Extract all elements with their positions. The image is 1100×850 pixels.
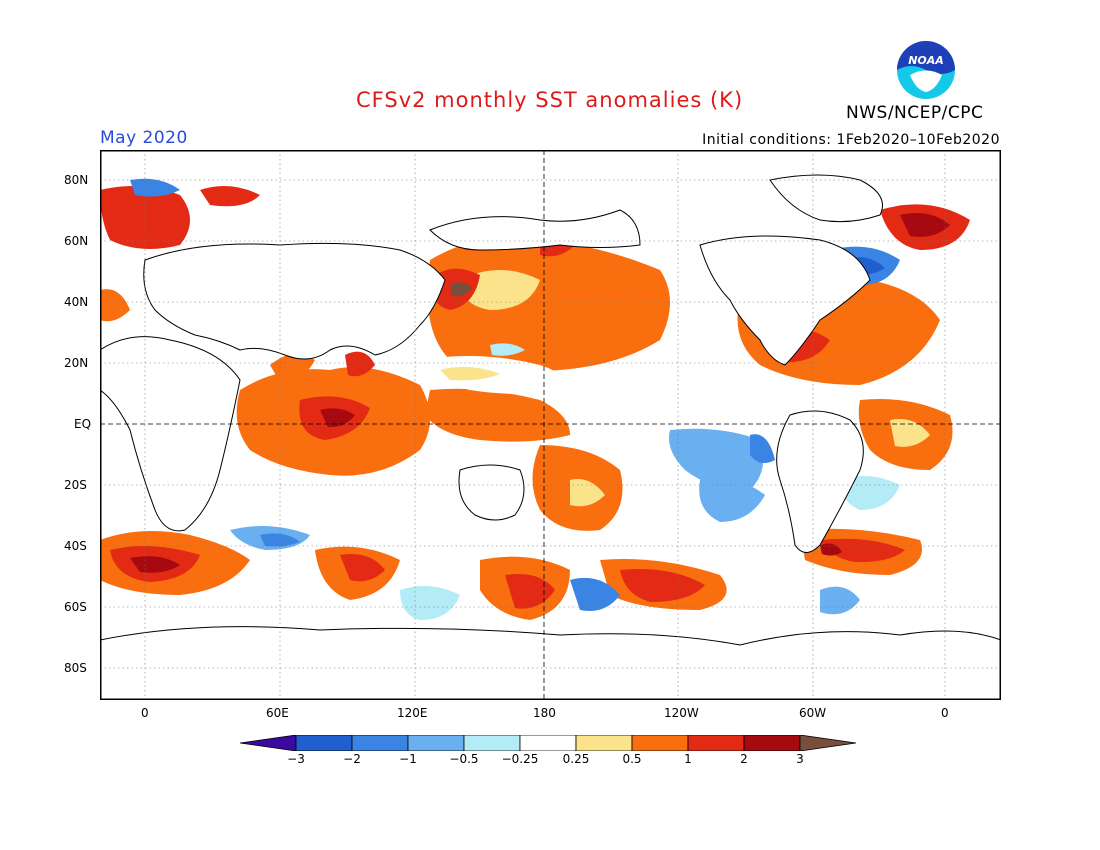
colorbar-tick-label: −3 — [287, 752, 305, 766]
lon-label: 60W — [799, 706, 827, 720]
colorbar-cell — [743, 735, 801, 751]
colorbar-arrow-high — [799, 735, 857, 751]
colorbar-cell — [407, 735, 465, 751]
colorbar-tick-label: 3 — [796, 752, 804, 766]
lat-label: 20S — [64, 478, 87, 492]
colorbar-cell — [463, 735, 521, 751]
lon-label: 180 — [533, 706, 556, 720]
lat-label: 20N — [64, 356, 89, 370]
sst-anomaly-map — [100, 150, 1001, 700]
colorbar-tick-label: 0.25 — [562, 752, 590, 766]
lat-label: 60S — [64, 600, 87, 614]
colorbar-cell — [519, 735, 577, 751]
lat-label: 40S — [64, 539, 87, 553]
lon-label: 60E — [266, 706, 289, 720]
valid-month: May 2020 — [100, 128, 188, 148]
lat-label: 80N — [64, 173, 89, 187]
map-title: CFSv2 monthly SST anomalies (K) — [356, 88, 744, 112]
colorbar-arrow-low — [240, 735, 297, 751]
lon-label: 120E — [397, 706, 428, 720]
colorbar-cell — [351, 735, 409, 751]
continents — [100, 174, 1001, 700]
colorbar-tick-label: 2 — [740, 752, 748, 766]
reference-lines — [100, 150, 1001, 700]
colorbar-cell — [687, 735, 745, 751]
lon-label: 120W — [664, 706, 699, 720]
lat-label: 80S — [64, 661, 87, 675]
colorbar-tick-label: −0.25 — [501, 752, 539, 766]
colorbar-tick-label: −2 — [343, 752, 361, 766]
colorbar-tick-label: 0.5 — [622, 752, 642, 766]
colorbar — [240, 735, 857, 751]
colorbar-cell — [295, 735, 353, 751]
agency-label: NWS/NCEP/CPC — [846, 103, 984, 123]
lat-label: EQ — [74, 417, 92, 431]
lon-label: 0 — [141, 706, 149, 720]
colorbar-tick-label: 1 — [684, 752, 692, 766]
colorbar-tick-label: −0.5 — [449, 752, 479, 766]
map-gridlines — [100, 150, 1001, 700]
colorbar-cell — [575, 735, 633, 751]
svg-text:NOAA: NOAA — [908, 54, 944, 67]
colorbar-cell — [631, 735, 689, 751]
lat-label: 40N — [64, 295, 89, 309]
noaa-logo: NOAA — [897, 41, 955, 99]
lon-label: 0 — [941, 706, 949, 720]
initial-conditions: Initial conditions: 1Feb2020–10Feb2020 — [702, 132, 1000, 148]
lat-label: 60N — [64, 234, 89, 248]
colorbar-tick-label: −1 — [399, 752, 417, 766]
anomaly-fields — [100, 178, 970, 620]
map-frame — [100, 150, 1001, 700]
